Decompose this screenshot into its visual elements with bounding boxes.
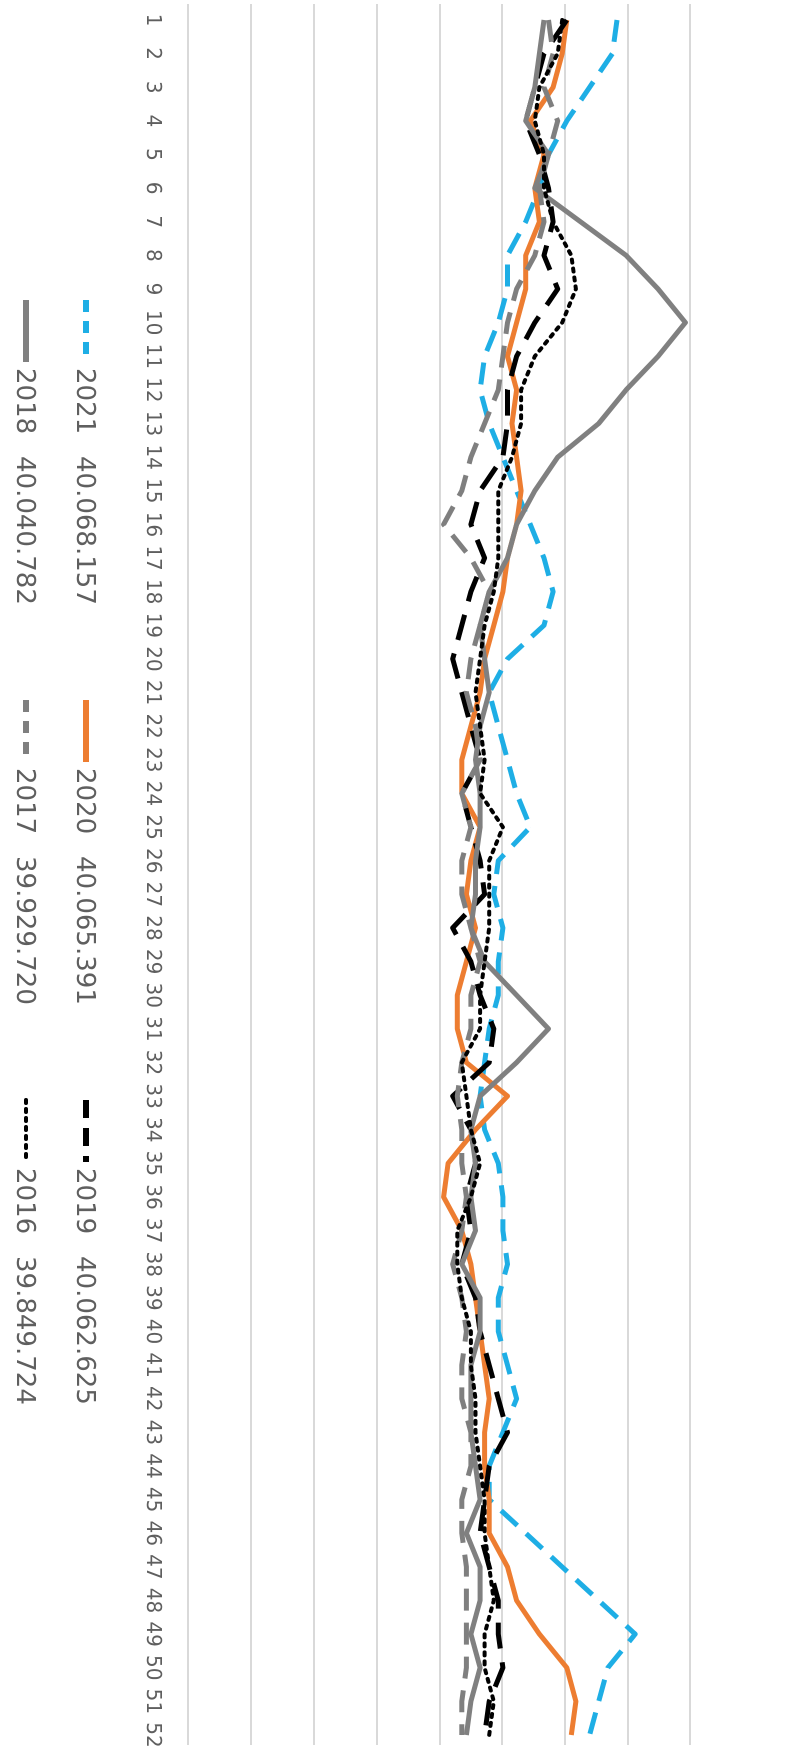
category-tick-label: 13 bbox=[142, 411, 166, 436]
category-tick-label: 5 bbox=[142, 148, 166, 161]
category-tick-label: 51 bbox=[142, 1689, 166, 1714]
category-tick-label: 39 bbox=[142, 1285, 166, 1310]
category-tick-label: 17 bbox=[142, 545, 166, 570]
series-line-2016 bbox=[455, 18, 578, 1737]
legend-series-value: 40.065.391 bbox=[70, 856, 100, 1005]
category-tick-label: 4 bbox=[142, 115, 166, 128]
category-tick-label: 48 bbox=[142, 1588, 166, 1613]
category-tick-label: 9 bbox=[142, 283, 166, 296]
category-tick-label: 15 bbox=[142, 478, 166, 503]
series-line-2020 bbox=[441, 19, 579, 1736]
category-tick-label: 16 bbox=[142, 512, 166, 537]
category-tick-label: 44 bbox=[142, 1453, 166, 1478]
series-line-2017 bbox=[441, 19, 561, 1735]
category-tick-label: 1 bbox=[142, 14, 166, 27]
category-tick-label: 42 bbox=[142, 1386, 166, 1411]
category-tick-label: 50 bbox=[142, 1655, 166, 1680]
legend-series-name: 2021 bbox=[70, 368, 100, 434]
category-tick-label: 31 bbox=[142, 1016, 166, 1041]
category-tick-label: 25 bbox=[142, 814, 166, 839]
category-tick-labels: 1234567891011121314151617181920212223242… bbox=[142, 14, 166, 1748]
category-tick-label: 30 bbox=[142, 982, 166, 1007]
category-tick-label: 37 bbox=[142, 1218, 166, 1243]
category-tick-label: 45 bbox=[142, 1487, 166, 1512]
category-tick-label: 32 bbox=[142, 1050, 166, 1075]
category-tick-label: 14 bbox=[142, 444, 166, 469]
category-tick-label: 28 bbox=[142, 915, 166, 940]
category-tick-label: 11 bbox=[142, 344, 166, 369]
legend-series-value: 40.068.157 bbox=[70, 456, 100, 605]
legend-series-name: 2018 bbox=[10, 368, 40, 434]
category-tick-label: 8 bbox=[142, 249, 166, 262]
category-tick-label: 52 bbox=[142, 1722, 166, 1747]
legend-block: 2021 40.068.157 2020 40.065.391 2019 40.062.6… bbox=[10, 300, 100, 1405]
category-tick-label: 38 bbox=[142, 1251, 166, 1276]
category-tick-label: 2 bbox=[142, 47, 166, 60]
category-tick-label: 47 bbox=[142, 1554, 166, 1579]
category-tick-label: 49 bbox=[142, 1621, 166, 1646]
category-tick-label: 40 bbox=[142, 1319, 166, 1344]
category-tick-label: 19 bbox=[142, 613, 166, 638]
legend-series-value: 39.849.724 bbox=[10, 1256, 40, 1405]
category-tick-label: 20 bbox=[142, 646, 166, 671]
category-tick-label: 43 bbox=[142, 1420, 166, 1445]
legend-series-value: 39.929.720 bbox=[10, 856, 40, 1005]
category-tick-label: 6 bbox=[142, 182, 166, 195]
category-tick-label: 10 bbox=[142, 310, 166, 335]
legend: 2021 40.068.157 2020 40.065.391 2019 40.062.6… bbox=[10, 300, 100, 1405]
category-tick-label: 35 bbox=[142, 1151, 166, 1176]
legend-series-name: 2016 bbox=[10, 1168, 40, 1234]
category-tick-label: 12 bbox=[142, 377, 166, 402]
legend-series-name: 2019 bbox=[70, 1168, 100, 1234]
category-tick-label: 24 bbox=[142, 781, 166, 806]
category-tick-label: 26 bbox=[142, 848, 166, 873]
category-tick-label: 33 bbox=[142, 1083, 166, 1108]
series-line-2019 bbox=[450, 18, 569, 1736]
category-tick-label: 21 bbox=[142, 680, 166, 705]
series-lines bbox=[441, 18, 688, 1737]
category-tick-label: 27 bbox=[142, 882, 166, 907]
category-tick-label: 41 bbox=[142, 1352, 166, 1377]
legend-series-value: 40.062.625 bbox=[70, 1256, 100, 1405]
legend-series-value: 40.040.782 bbox=[10, 456, 40, 605]
category-tick-label: 34 bbox=[142, 1117, 166, 1142]
gridlines bbox=[187, 4, 691, 1745]
legend-series-name: 2020 bbox=[70, 768, 100, 834]
category-tick-label: 7 bbox=[142, 215, 166, 228]
category-tick-label: 46 bbox=[142, 1521, 166, 1546]
category-tick-label: 23 bbox=[142, 747, 166, 772]
category-tick-label: 18 bbox=[142, 579, 166, 604]
category-tick-label: 22 bbox=[142, 713, 166, 738]
category-tick-label: 3 bbox=[142, 81, 166, 94]
series-line-2021 bbox=[477, 19, 638, 1736]
legend-series-name: 2017 bbox=[10, 768, 40, 834]
series-line-2018 bbox=[459, 19, 688, 1736]
category-tick-label: 29 bbox=[142, 949, 166, 974]
category-tick-label: 36 bbox=[142, 1184, 166, 1209]
